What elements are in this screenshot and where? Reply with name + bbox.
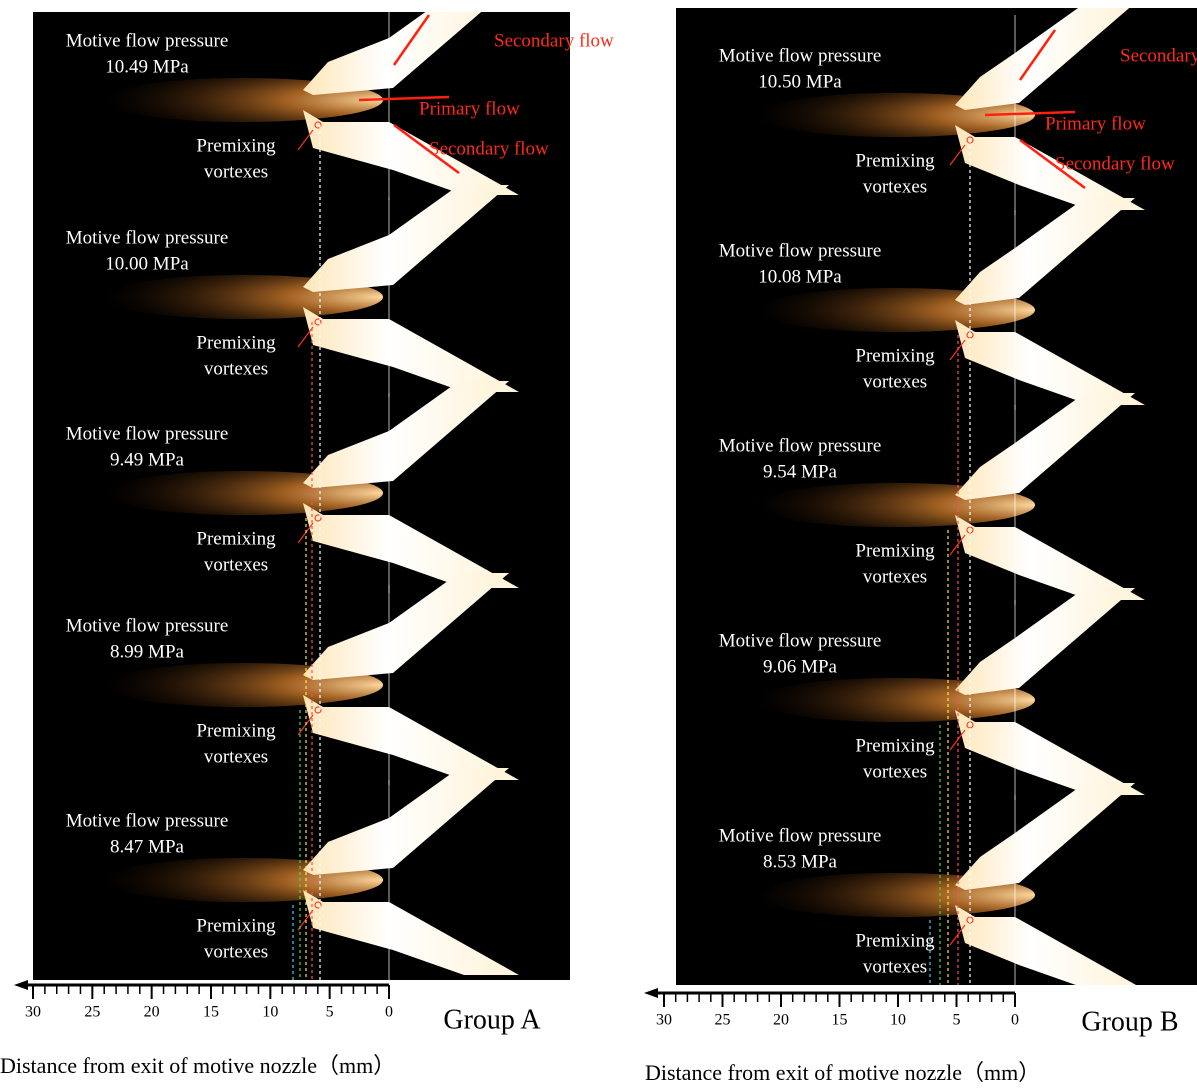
tick-label: 15 bbox=[832, 1012, 848, 1029]
pressure-label: Motive flow pressure bbox=[66, 30, 229, 51]
flow-annotation: Primary flow bbox=[1045, 113, 1146, 134]
tick-label: 10 bbox=[262, 1004, 278, 1021]
pressure-label: Motive flow pressure bbox=[66, 810, 229, 831]
tick-label: 20 bbox=[773, 1012, 789, 1029]
vortex-label: vortexes bbox=[204, 358, 268, 379]
vortex-label: Premixing bbox=[855, 930, 935, 951]
tick-label: 30 bbox=[25, 1004, 41, 1021]
vortex-label: Premixing bbox=[196, 528, 276, 549]
flow-annotation: Primary flow bbox=[419, 98, 520, 119]
vortex-label: vortexes bbox=[863, 176, 927, 197]
vortex-label: Premixing bbox=[855, 345, 935, 366]
figure: Motive flow pressure 10.49 MPa Premixing vo… bbox=[0, 0, 1197, 1088]
tick-label: 30 bbox=[656, 1012, 672, 1029]
pressure-value: 9.54 MPa bbox=[763, 461, 837, 482]
pressure-value: 10.08 MPa bbox=[758, 266, 842, 287]
tick-label: 15 bbox=[203, 1004, 219, 1021]
flow-annotation: Secondary flow bbox=[429, 138, 549, 159]
vortex-label: Premixing bbox=[196, 720, 276, 741]
vortex-label: vortexes bbox=[863, 761, 927, 782]
flow-annotation: Secondary flow bbox=[1055, 153, 1175, 174]
flow-annotation: Secondary flow bbox=[494, 30, 614, 51]
vortex-label: Premixing bbox=[196, 332, 276, 353]
group-name: Group A bbox=[443, 1004, 541, 1035]
pressure-label: Motive flow pressure bbox=[66, 227, 229, 248]
pressure-value: 10.49 MPa bbox=[105, 56, 189, 77]
pressure-label: Motive flow pressure bbox=[66, 615, 229, 636]
pressure-value: 8.53 MPa bbox=[763, 851, 837, 872]
tick-label: 25 bbox=[84, 1004, 100, 1021]
pressure-value: 10.50 MPa bbox=[758, 71, 842, 92]
group-panel: Motive flow pressure 10.49 MPa Premixing vo… bbox=[0, 0, 614, 1078]
vortex-label: Premixing bbox=[855, 540, 935, 561]
vortex-label: Premixing bbox=[855, 735, 935, 756]
vortex-label: vortexes bbox=[863, 566, 927, 587]
axis-arrow bbox=[14, 980, 28, 990]
pressure-label: Motive flow pressure bbox=[719, 630, 882, 651]
pressure-label: Motive flow pressure bbox=[719, 825, 882, 846]
pressure-label: Motive flow pressure bbox=[719, 435, 882, 456]
group-panel: Motive flow pressure 10.50 MPa Premixing vo… bbox=[644, 3, 1197, 1085]
pressure-label: Motive flow pressure bbox=[719, 45, 882, 66]
vortex-label: vortexes bbox=[204, 746, 268, 767]
vortex-label: vortexes bbox=[204, 161, 268, 182]
vortex-label: vortexes bbox=[863, 956, 927, 977]
flow-annotation: Secondary flow bbox=[1120, 45, 1197, 66]
vortex-label: vortexes bbox=[204, 941, 268, 962]
axis-title: Distance from exit of motive nozzle（mm） bbox=[645, 1060, 1040, 1085]
tick-label: 10 bbox=[890, 1012, 906, 1029]
axis-title: Distance from exit of motive nozzle（mm） bbox=[0, 1053, 395, 1078]
pressure-label: Motive flow pressure bbox=[719, 240, 882, 261]
vortex-label: Premixing bbox=[196, 915, 276, 936]
pressure-value: 9.06 MPa bbox=[763, 656, 837, 677]
tick-label: 5 bbox=[326, 1004, 334, 1021]
pressure-label: Motive flow pressure bbox=[66, 423, 229, 444]
pressure-value: 8.47 MPa bbox=[110, 836, 184, 857]
tick-label: 25 bbox=[715, 1012, 731, 1029]
pressure-value: 8.99 MPa bbox=[110, 641, 184, 662]
tick-label: 20 bbox=[144, 1004, 160, 1021]
group-name: Group B bbox=[1081, 1006, 1178, 1037]
pressure-value: 9.49 MPa bbox=[110, 449, 184, 470]
vortex-label: vortexes bbox=[204, 554, 268, 575]
tick-label: 0 bbox=[385, 1004, 393, 1021]
axis-arrow bbox=[644, 988, 658, 998]
vortex-label: Premixing bbox=[196, 135, 276, 156]
vortex-label: vortexes bbox=[863, 371, 927, 392]
tick-label: 5 bbox=[953, 1012, 961, 1029]
pressure-value: 10.00 MPa bbox=[105, 253, 189, 274]
vortex-label: Premixing bbox=[855, 150, 935, 171]
tick-label: 0 bbox=[1011, 1012, 1019, 1029]
